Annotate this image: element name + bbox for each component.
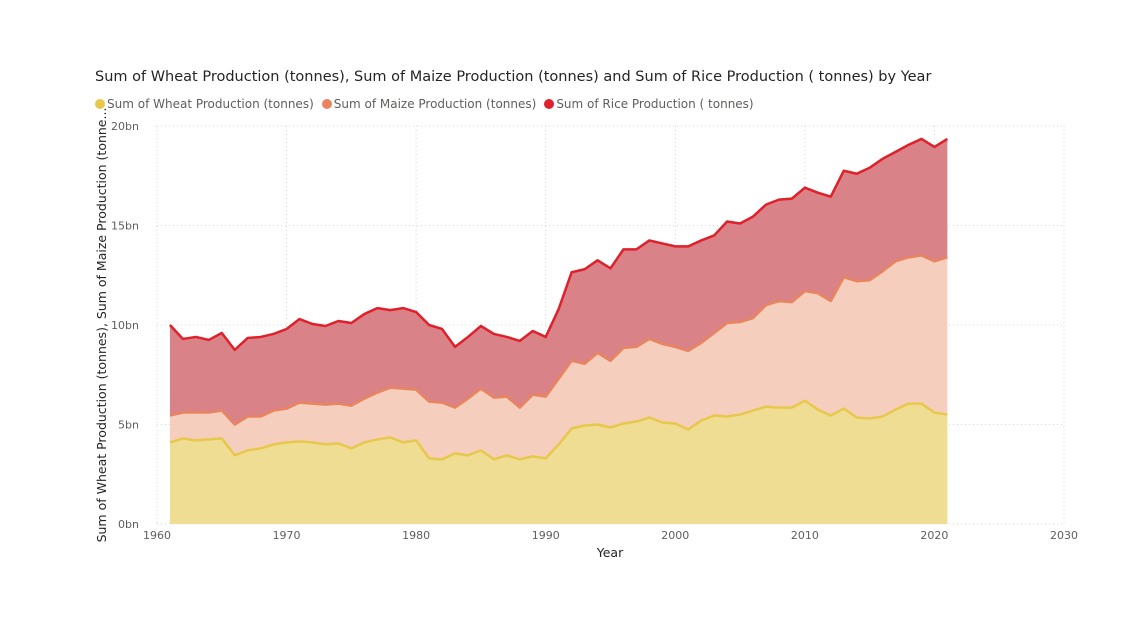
- x-tick-label: 1970: [273, 529, 301, 542]
- y-axis-title: Sum of Wheat Production (tonnes), Sum of…: [94, 108, 109, 543]
- legend-item-wheat[interactable]: Sum of Wheat Production (tonnes): [95, 97, 314, 111]
- series-line-wheat[interactable]: [169, 399, 948, 461]
- legend-marker-rice: [544, 99, 555, 109]
- x-tick-label: 1990: [532, 529, 560, 542]
- x-tick-label: 2020: [920, 529, 948, 542]
- y-tick-label: 5bn: [118, 419, 139, 432]
- y-tick-label: 10bn: [111, 319, 139, 332]
- x-tick-label: 2010: [791, 529, 819, 542]
- legend-label-maize: Sum of Maize Production (tonnes): [333, 97, 537, 111]
- legend-marker-wheat: [95, 99, 105, 109]
- area-fill-rice[interactable]: [169, 138, 948, 425]
- x-tick-label: 1980: [402, 529, 430, 542]
- area-fill-maize[interactable]: [169, 255, 948, 460]
- chart-title: Sum of Wheat Production (tonnes), Sum of…: [95, 69, 932, 85]
- x-tick-label: 2000: [661, 529, 689, 542]
- area-fill-wheat[interactable]: [169, 400, 948, 524]
- legend-label-wheat: Sum of Wheat Production (tonnes): [107, 97, 314, 111]
- x-axis-title: Year: [596, 545, 624, 560]
- area-series[interactable]: [169, 137, 949, 524]
- legend-item-maize[interactable]: Sum of Maize Production (tonnes): [321, 97, 537, 111]
- x-tick-label: 1960: [143, 529, 171, 542]
- y-tick-label: 15bn: [111, 220, 139, 233]
- series-line-rice[interactable]: [169, 137, 949, 352]
- legend-label-rice: Sum of Rice Production ( tonnes): [556, 97, 754, 111]
- y-tick-label: 20bn: [111, 120, 139, 133]
- legend: Sum of Wheat Production (tonnes) Sum of …: [95, 97, 754, 111]
- legend-item-rice[interactable]: Sum of Rice Production ( tonnes): [544, 97, 754, 111]
- y-axis: 0bn 5bn 10bn 15bn 20bn: [111, 120, 139, 531]
- x-axis: 1960 1970 1980 1990 2000 2010 2020 2030: [143, 529, 1078, 542]
- x-tick-label: 2030: [1050, 529, 1078, 542]
- series-line-maize[interactable]: [169, 254, 948, 426]
- y-tick-label: 0bn: [118, 518, 139, 531]
- legend-marker-maize: [321, 99, 332, 109]
